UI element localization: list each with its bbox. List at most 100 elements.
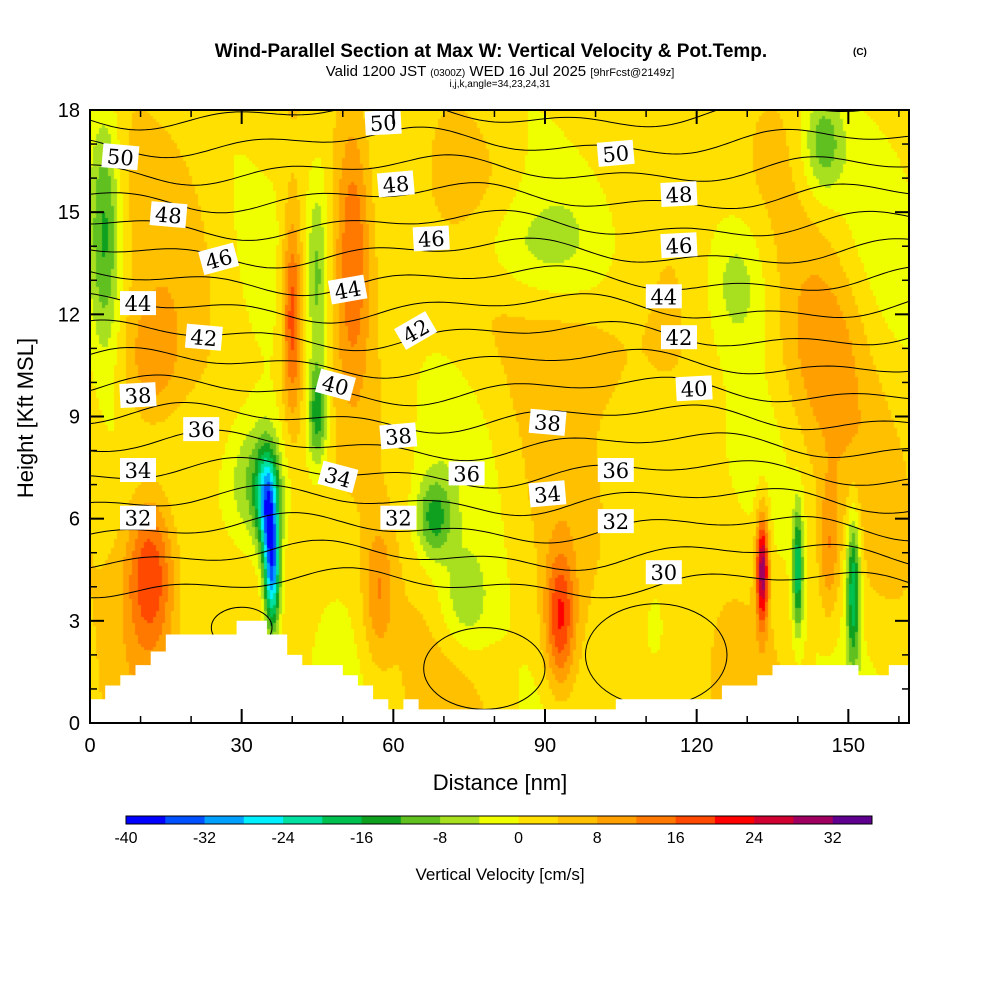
theta-contour-35 bbox=[90, 429, 909, 462]
theta-label-text: 32 bbox=[385, 507, 412, 531]
theta-label: 42 bbox=[184, 323, 223, 351]
theta-label: 46 bbox=[660, 232, 698, 259]
colorbar-swatch bbox=[518, 816, 559, 824]
colorbar-swatch bbox=[714, 816, 755, 824]
theta-label-bg bbox=[394, 311, 438, 350]
theta-label-text: 32 bbox=[125, 507, 152, 531]
theta-label: 38 bbox=[528, 408, 567, 436]
theta-contour-30 bbox=[90, 567, 909, 599]
contour-labels: 50 48 46 44 42 38 36 34 32 50 48 46 44 42 40 38 36 34 32 38… bbox=[101, 109, 713, 585]
terrain bbox=[90, 620, 909, 723]
colorbar-tick-label: 0 bbox=[514, 830, 523, 847]
theta-label-bg bbox=[198, 242, 240, 276]
theta-label: 34 bbox=[317, 460, 359, 494]
colorbar-tick-label: 24 bbox=[745, 830, 763, 847]
colorbar-tick-label: -24 bbox=[272, 830, 295, 847]
theta-label-text: 34 bbox=[125, 459, 152, 483]
theta-contour-39 bbox=[90, 319, 909, 352]
colorbar-tick-label: 32 bbox=[824, 830, 842, 847]
theta-label-bg bbox=[149, 201, 188, 229]
theta-label-text: 48 bbox=[665, 182, 693, 207]
theta-contour-31 bbox=[90, 539, 909, 571]
y-tick-label: 0 bbox=[69, 713, 80, 735]
theta-label: 32 bbox=[120, 505, 156, 531]
theta-contour-32 bbox=[90, 512, 909, 544]
theta-label-bg bbox=[661, 325, 697, 350]
theta-label-text: 42 bbox=[189, 325, 218, 351]
theta-label-bg bbox=[528, 408, 567, 436]
x-tick-label: 90 bbox=[534, 735, 556, 757]
theta-label-bg bbox=[412, 225, 450, 252]
colorbar: -40 -32 -24 -16 -8 0 8 16 24 32 bbox=[114, 815, 873, 847]
colorbar-tick-label: 8 bbox=[593, 830, 602, 847]
theta-label-text: 48 bbox=[382, 172, 411, 198]
theta-contour-34 bbox=[90, 457, 909, 489]
theta-label-text: 38 bbox=[533, 410, 562, 436]
colorbar-swatch bbox=[832, 816, 873, 824]
colorbar-frame bbox=[125, 815, 873, 825]
theta-label: 30 bbox=[645, 560, 682, 585]
colorbar-swatch bbox=[361, 816, 402, 824]
theta-label-bg bbox=[528, 480, 567, 508]
theta-label: 34 bbox=[120, 458, 156, 483]
colorbar-tick-label: -40 bbox=[114, 830, 137, 847]
theta-label-text: 50 bbox=[601, 141, 630, 167]
theta-label-bg bbox=[660, 232, 698, 259]
theta-label: 38 bbox=[119, 382, 157, 409]
theta-label-bg bbox=[376, 170, 415, 198]
colorbar-swatch bbox=[754, 816, 794, 824]
colorbar-swatch bbox=[440, 816, 480, 824]
theta-label: 44 bbox=[120, 291, 156, 316]
theta-contour-33 bbox=[90, 484, 909, 517]
theta-label-text: 44 bbox=[650, 285, 677, 309]
theta-label-text: 30 bbox=[650, 561, 677, 585]
potential-temperature-contours bbox=[90, 110, 909, 710]
chart-titles: Wind-Parallel Section at Max W: Vertical… bbox=[215, 41, 867, 90]
theta-label-bg bbox=[645, 284, 682, 309]
theta-label-text: 38 bbox=[124, 383, 152, 408]
theta-label: 44 bbox=[645, 284, 682, 309]
theta-label-text: 42 bbox=[666, 326, 693, 350]
theta-label-bg bbox=[675, 375, 713, 402]
x-tick-label: 150 bbox=[832, 735, 865, 757]
y-tick-label: 12 bbox=[58, 304, 80, 326]
colorbar-swatch bbox=[126, 816, 166, 824]
colorbar-swatch bbox=[322, 816, 363, 824]
theta-label-bg bbox=[317, 460, 359, 494]
theta-label: 38 bbox=[379, 422, 418, 450]
colorbar-swatch bbox=[204, 816, 245, 824]
colorbar-swatch bbox=[675, 816, 716, 824]
theta-label-text: 36 bbox=[453, 462, 480, 486]
theta-label-text: 44 bbox=[125, 292, 152, 316]
theta-label-bg bbox=[120, 291, 156, 316]
theta-label-bg bbox=[597, 458, 634, 482]
theta-contour-43 bbox=[90, 209, 909, 241]
theta-contour-47 bbox=[90, 110, 872, 131]
theta-label: 50 bbox=[364, 109, 402, 136]
theta-contour-36 bbox=[90, 402, 909, 434]
theta-label-text: 46 bbox=[417, 227, 445, 252]
colorbar-swatch bbox=[400, 816, 441, 824]
theta-label-bg bbox=[660, 181, 698, 208]
theta-label-text: 34 bbox=[533, 482, 562, 508]
colorbar-tick-label: -32 bbox=[193, 830, 216, 847]
theta-label: 50 bbox=[101, 143, 140, 171]
chart-subtitle-indices: i,j,k,angle=34,23,24,31 bbox=[450, 79, 551, 90]
theta-contour-40 bbox=[90, 293, 909, 324]
y-tick-label: 6 bbox=[69, 509, 80, 531]
theta-label-text: 44 bbox=[333, 276, 363, 304]
colorbar-tick-label: 16 bbox=[667, 830, 685, 847]
chart-title-mark: (C) bbox=[853, 47, 867, 58]
theta-label: 46 bbox=[412, 225, 450, 252]
theta-label-bg bbox=[183, 417, 220, 442]
x-tick-label: 30 bbox=[231, 735, 253, 757]
x-tick-label: 0 bbox=[84, 735, 95, 757]
colorbar-swatch bbox=[479, 816, 520, 824]
theta-label: 36 bbox=[597, 458, 634, 483]
subtitle-forecast: [9hrFcst@2149z] bbox=[590, 67, 674, 79]
colorbar-tick-label: -8 bbox=[433, 830, 447, 847]
y-tick-label: 9 bbox=[69, 407, 80, 429]
theta-label-bg bbox=[597, 509, 634, 534]
theta-label: 48 bbox=[149, 201, 188, 229]
